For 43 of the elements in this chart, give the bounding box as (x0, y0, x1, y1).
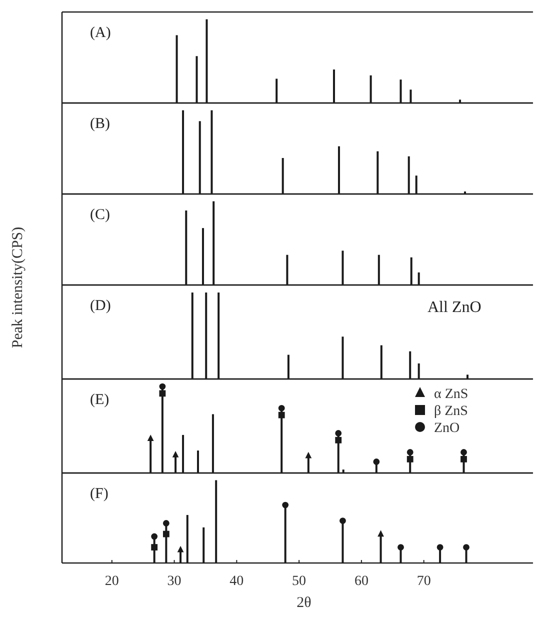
point (436, 544, 444, 550)
point (278, 412, 285, 418)
point (335, 436, 342, 444)
point (340, 518, 346, 524)
x-tick-label: 20 (104, 574, 119, 589)
legend-label: ZnO (434, 421, 460, 436)
point (335, 430, 342, 436)
point (282, 502, 289, 508)
x-tick-label: 50 (292, 574, 306, 589)
point (151, 544, 158, 550)
legend-label: β ZnS (434, 404, 468, 419)
x-axis-title: 2θ (296, 595, 312, 611)
point (151, 533, 158, 540)
point (460, 449, 467, 456)
chart-title: (D) (90, 298, 111, 314)
annotation: All ZnO (428, 299, 482, 316)
point (159, 390, 166, 397)
point (278, 404, 285, 412)
point (398, 544, 404, 550)
point (147, 434, 154, 441)
x-tick-label: 40 (230, 574, 244, 589)
point (406, 456, 414, 462)
point (177, 546, 184, 552)
chart-title: (F) (90, 486, 108, 502)
point (159, 383, 166, 390)
chart-title: (A) (90, 25, 111, 41)
point (162, 530, 170, 538)
chart-title: (B) (90, 116, 110, 132)
point (378, 530, 384, 537)
x-tick-label: 60 (354, 574, 368, 589)
point (406, 449, 414, 456)
chart-title: (C) (90, 207, 110, 223)
x-tick-label: 30 (167, 574, 182, 589)
legend-label: α ZnS (434, 387, 468, 402)
point (373, 458, 380, 465)
point (460, 456, 467, 462)
y-axis-title: Peak intensity(CPS) (10, 226, 26, 348)
point (305, 452, 312, 458)
point (172, 451, 179, 458)
point (463, 544, 470, 550)
x-tick-label: 70 (416, 574, 431, 589)
point (162, 520, 170, 526)
chart-title: (E) (90, 392, 110, 408)
